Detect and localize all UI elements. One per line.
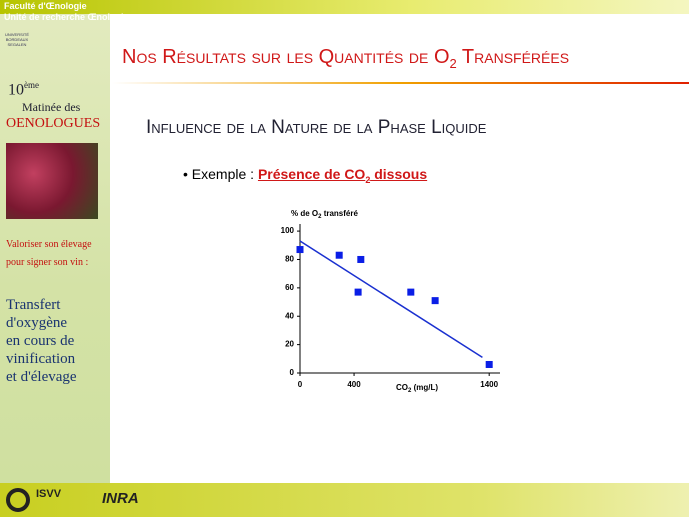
- logo-text: SEGALEN: [7, 42, 27, 47]
- title-sub: 2: [449, 56, 457, 71]
- label-part: CO: [396, 383, 408, 392]
- sidebar: [0, 0, 110, 483]
- y-tick-label: 60: [285, 283, 294, 292]
- x-tick-label: 400: [347, 380, 361, 389]
- y-tick-label: 80: [285, 255, 294, 264]
- topic: Transfert d'oxygène en cours de vinificatio…: [6, 296, 77, 386]
- bullet: • Exemple : Présence de CO2 dissous: [183, 166, 427, 185]
- highlight-text: Présence de CO: [257, 166, 366, 182]
- topic-line: vinification: [6, 351, 76, 367]
- topic-line: et d'élevage: [6, 369, 77, 385]
- isvv-logo: [6, 488, 30, 512]
- y-tick-label: 100: [281, 226, 295, 235]
- trend-line: [299, 240, 483, 359]
- data-point: [357, 255, 365, 263]
- university-logo: UNIVERSITÉ BORDEAUX SEGALEN: [0, 32, 34, 47]
- footer-bar: [0, 483, 689, 517]
- slide-title: Nos Résultats sur les Quantités de O2 Tr…: [122, 46, 569, 71]
- isvv-text: ISVV: [36, 488, 62, 500]
- label-sub: 2: [408, 388, 412, 394]
- label-part: transféré: [321, 209, 358, 218]
- header-line: Faculté d'Œnologie: [4, 1, 87, 11]
- logo-text: BORDEAUX: [5, 37, 29, 42]
- wine-photo: [6, 143, 98, 219]
- title-text: Transférées: [456, 46, 570, 68]
- edition-number: 10: [8, 81, 24, 99]
- slogan-line: pour signer son vin :: [6, 257, 89, 268]
- data-point: [485, 360, 493, 368]
- title-text: Nos Résultats sur les Quantités de O: [122, 46, 450, 68]
- bullet-highlight: Présence de CO2 dissous: [257, 166, 428, 185]
- event: OENOLOGUES: [6, 116, 101, 131]
- y-axis-label: % de O2 transféré: [291, 209, 358, 219]
- y-tick-label: 0: [290, 368, 295, 377]
- event: Matinée des: [22, 100, 81, 114]
- header-bar: [0, 0, 689, 14]
- slogan-line: Valoriser son élevage: [6, 239, 92, 250]
- topic-line: d'oxygène: [6, 315, 68, 331]
- slide-subtitle: Influence de la Nature de la Phase Liqui…: [146, 117, 487, 138]
- label-sub: 2: [318, 214, 322, 220]
- label-part: (mg/L): [411, 383, 438, 392]
- edition-sup: ème: [24, 80, 39, 90]
- topic-line: Transfert: [6, 297, 61, 313]
- x-tick-label: 0: [298, 380, 303, 389]
- data-point: [407, 288, 415, 296]
- label-part: % de O: [291, 209, 318, 218]
- inra-logo: INRA: [102, 490, 139, 507]
- bullet-text: • Exemple :: [183, 166, 258, 182]
- header-text: Faculté d'Œnologie Unité de recherche Œno…: [4, 1, 129, 23]
- data-point: [431, 297, 439, 305]
- data-point: [335, 251, 343, 259]
- header-line: Unité de recherche Œnologie: [4, 12, 129, 22]
- logo-text: UNIVERSITÉ: [4, 32, 29, 37]
- slogan: Valoriser son élevage pour signer son vin…: [6, 236, 92, 272]
- highlight-text: dissous: [370, 166, 428, 182]
- x-axis-label: CO2 (mg/L): [396, 383, 438, 393]
- title-rule: [112, 82, 689, 84]
- y-tick-label: 20: [285, 340, 294, 349]
- data-point: [354, 288, 362, 296]
- edition: 10ème: [8, 80, 39, 99]
- highlight-sub: 2: [365, 174, 371, 185]
- data-point: [296, 246, 304, 254]
- topic-line: en cours de: [6, 333, 75, 349]
- y-tick-label: 40: [285, 311, 294, 320]
- x-tick-label: 1400: [480, 380, 498, 389]
